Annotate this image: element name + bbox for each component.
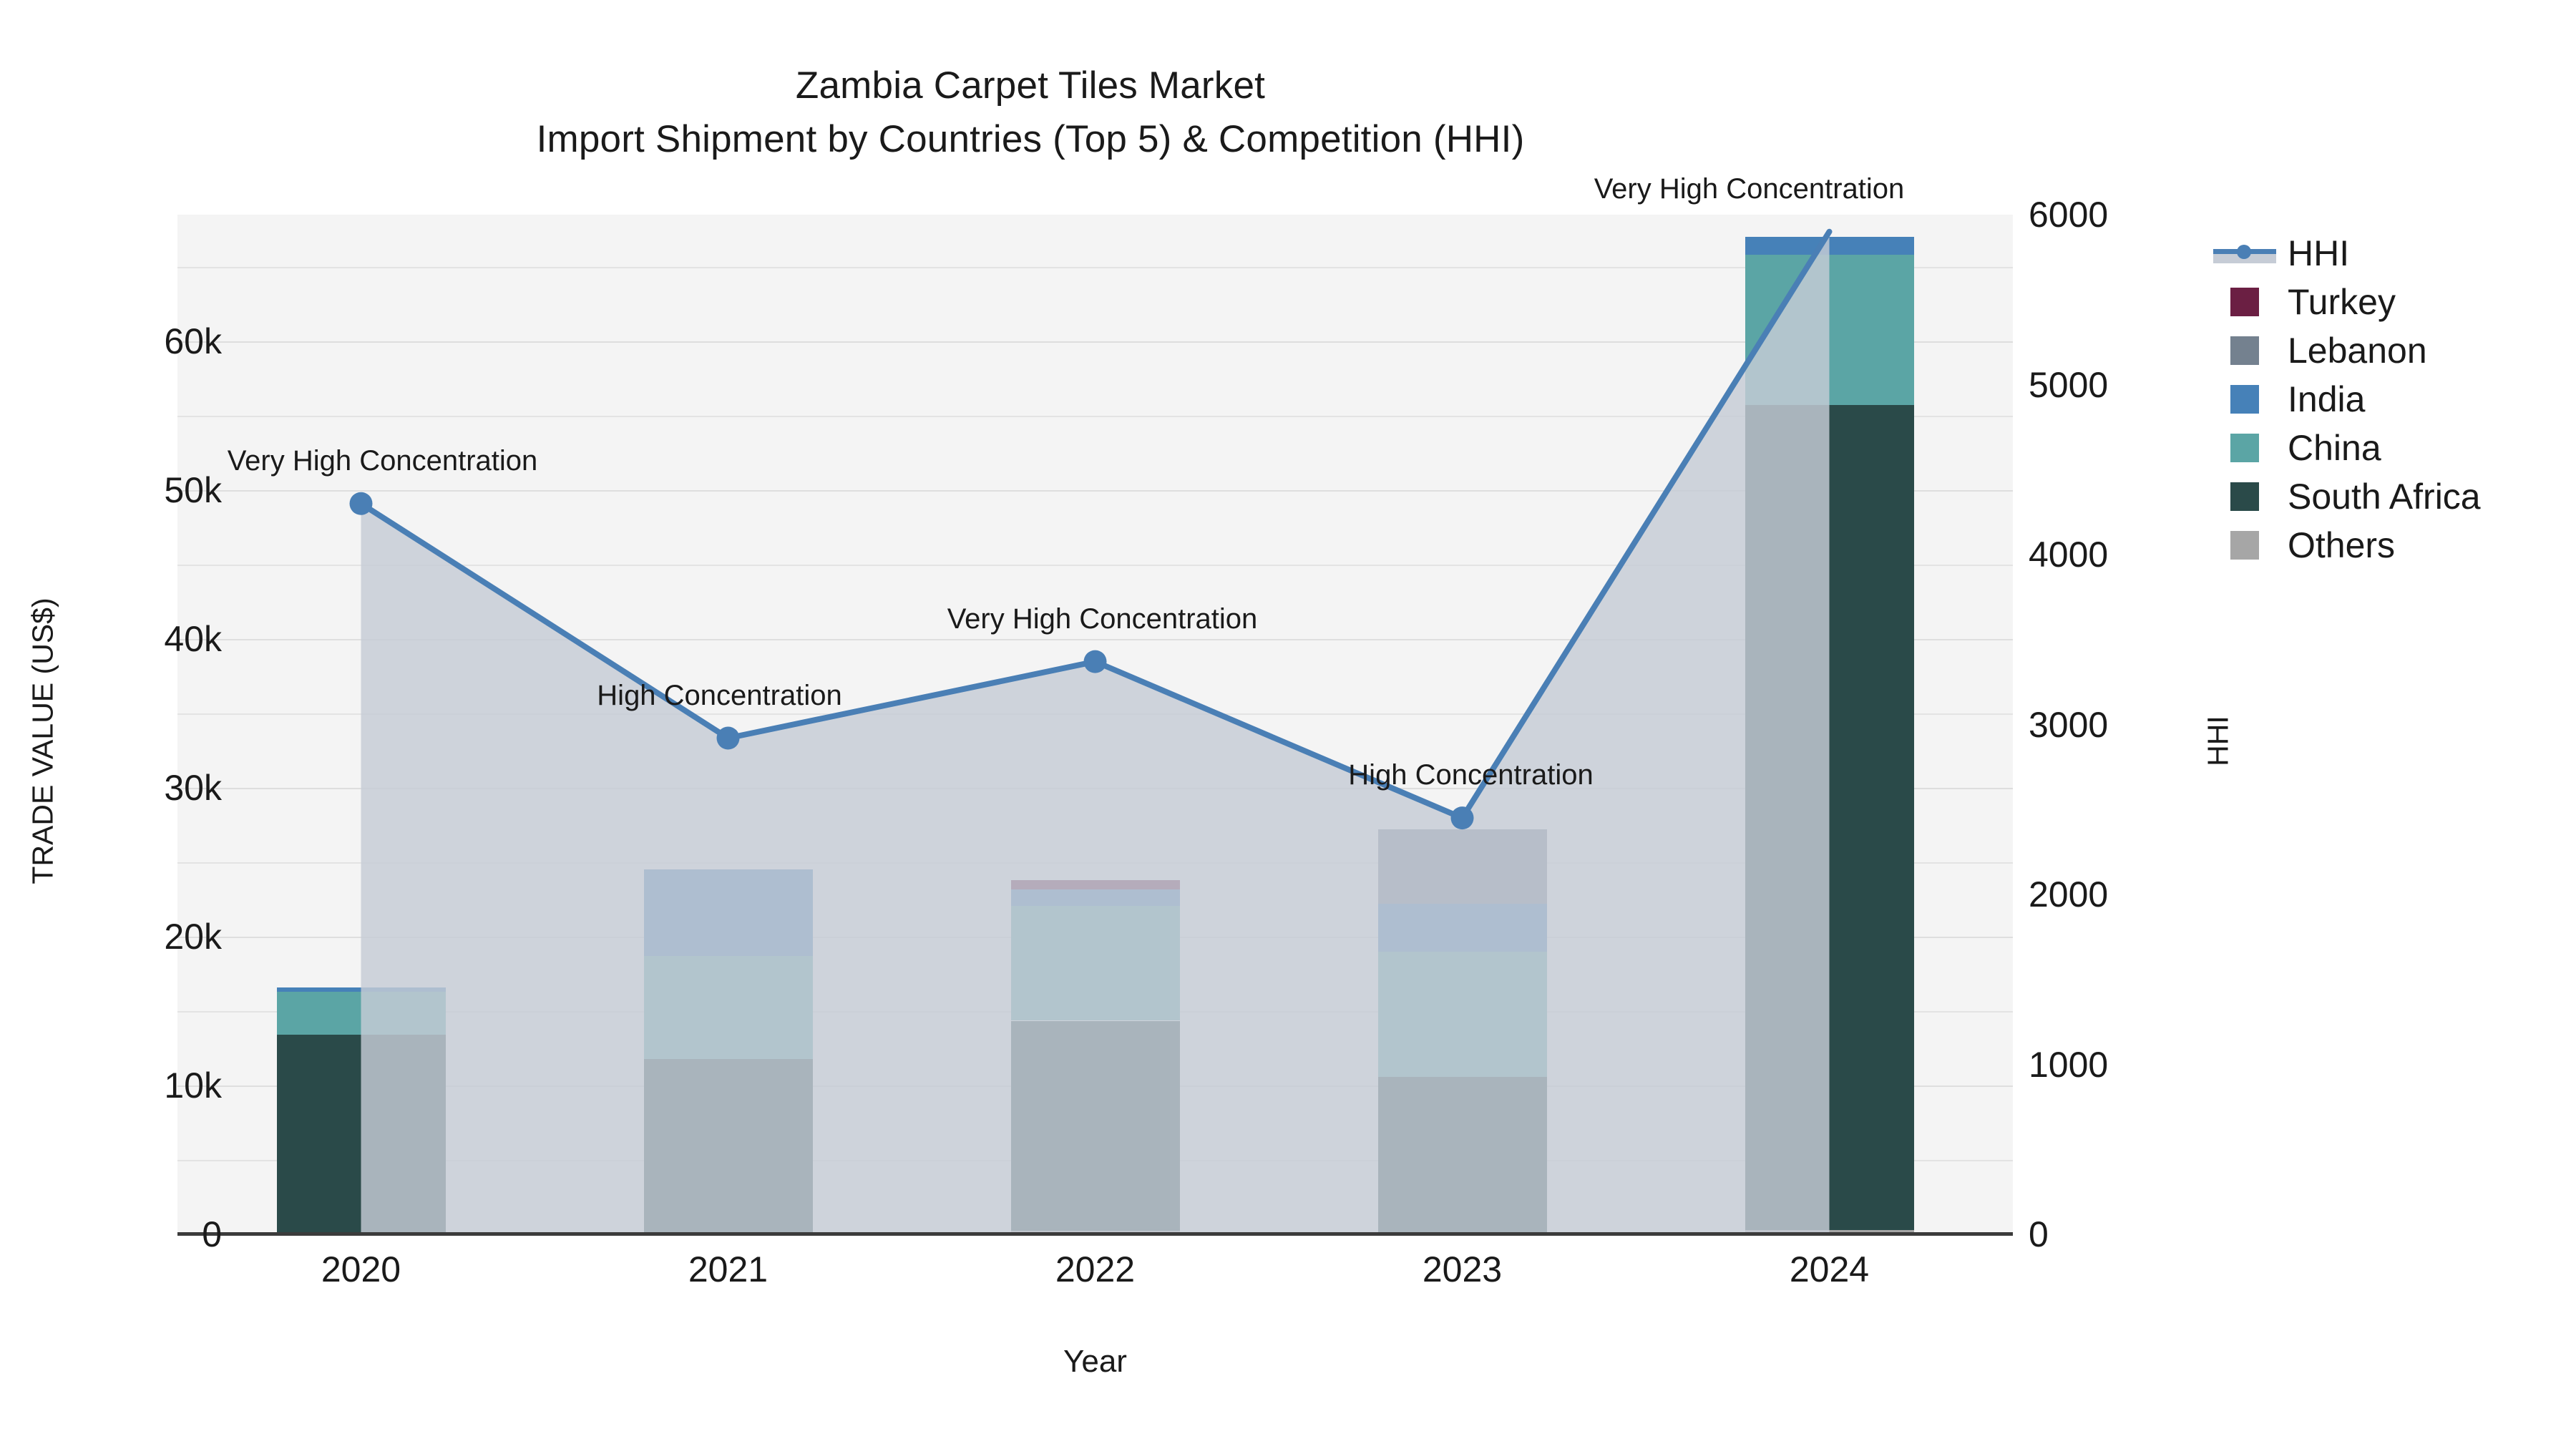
bar-segment-turkey[interactable] [1010,879,1180,890]
x-axis-tick: 2023 [1422,1249,1503,1289]
legend-item-india[interactable]: India [2207,375,2565,424]
bar-segment-china[interactable] [1377,951,1547,1077]
x-axis-tick: 2020 [321,1249,401,1289]
legend-swatch-icon [2230,434,2259,462]
y-axis-left-tick: 0 [202,1214,222,1254]
legend-item-lebanon[interactable]: Lebanon [2207,326,2565,375]
y-axis-right-tick: 6000 [2029,195,2109,235]
hhi-point-annotation: Very High Concentration [227,444,538,477]
chart-legend: HHI Turkey Lebanon India China South Africa Ot… [2207,229,2565,570]
y-axis-left-tick: 60k [164,321,222,361]
legend-swatch-icon [2230,385,2259,414]
gridline [177,713,2013,715]
bar-segment-china[interactable] [1010,906,1180,1021]
legend-swatch-icon [2230,336,2259,365]
bar-segment-lebanon[interactable] [1377,829,1547,904]
x-axis-tick: 2022 [1055,1249,1136,1289]
bar-segment-china[interactable] [643,956,813,1059]
legend-marker [2207,531,2282,560]
legend-label: Others [2288,525,2396,565]
hhi-marker[interactable] [1450,806,1474,830]
bar-segment-india[interactable] [1010,889,1180,907]
x-axis-spine [177,1232,2013,1236]
x-axis-tick: 2021 [688,1249,769,1289]
legend-item-hhi[interactable]: HHI [2207,229,2565,278]
legend-swatch-icon [2230,531,2259,560]
legend-label: Lebanon [2288,331,2427,371]
y-axis-right-tick: 5000 [2029,364,2109,405]
bar-segment-china[interactable] [1745,255,1914,406]
hhi-line [358,228,1833,821]
legend-line-dot [2237,245,2251,259]
hhi-point-annotation: Very High Concentration [947,602,1258,635]
gridline [177,489,2013,492]
chart-title-line-2: Import Shipment by Countries (Top 5) & C… [536,118,1525,161]
y-axis-left-tick: 10k [164,1065,222,1106]
gridline [177,266,2013,268]
hhi-point-annotation: High Concentration [597,679,842,711]
gridline [177,787,2013,789]
y-axis-left-tick: 50k [164,469,222,510]
bar-segment-india[interactable] [1377,904,1547,952]
hhi-point-annotation: Very High Concentration [1594,172,1905,205]
bar-segment-india[interactable] [643,869,813,956]
legend-item-china[interactable]: China [2207,424,2565,472]
legend-marker [2207,482,2282,511]
hhi-point-annotation: High Concentration [1348,759,1594,791]
hhi-marker[interactable] [349,492,373,515]
x-axis-label: Year [1063,1344,1127,1379]
bar-segment-south-africa[interactable] [643,1058,813,1234]
gridline [177,564,2013,566]
bar-segment-south-africa[interactable] [1745,405,1914,1230]
legend-item-south-africa[interactable]: South Africa [2207,472,2565,521]
gridline [177,862,2013,864]
bar-segment-south-africa[interactable] [1377,1076,1547,1234]
bar-segment-others[interactable] [1745,1229,1914,1234]
gridline [177,341,2013,343]
legend-marker [2207,239,2282,268]
legend-line-icon [2213,239,2276,268]
y-axis-right-tick: 1000 [2029,1044,2109,1085]
legend-item-turkey[interactable]: Turkey [2207,278,2565,326]
y-axis-left-tick: 40k [164,618,222,659]
y-axis-right-tick: 4000 [2029,535,2109,575]
gridline [177,638,2013,640]
y-axis-right-tick: 2000 [2029,874,2109,914]
legend-label: HHI [2288,233,2350,273]
legend-label: India [2288,379,2366,419]
chart-title-line-1: Zambia Carpet Tiles Market [795,64,1266,107]
bar-segment-south-africa[interactable] [276,1035,446,1234]
y-axis-right-tick: 3000 [2029,704,2109,745]
bar-segment-china[interactable] [276,991,446,1035]
bar-segment-india[interactable] [1745,237,1914,255]
legend-marker [2207,434,2282,462]
legend-label: Turkey [2288,282,2396,322]
legend-marker [2207,336,2282,365]
legend-marker [2207,288,2282,316]
y-axis-right-tick: 0 [2029,1214,2049,1254]
y-axis-left-tick: 30k [164,767,222,808]
gridline [177,415,2013,417]
y-axis-left-tick: 20k [164,916,222,957]
legend-label: China [2288,428,2381,468]
plot-area [177,215,2013,1234]
x-axis-tick: 2024 [1789,1249,1870,1289]
legend-swatch-icon [2230,288,2259,316]
bar-segment-south-africa[interactable] [1010,1020,1180,1231]
hhi-marker[interactable] [716,726,740,750]
bar-segment-india[interactable] [276,987,446,992]
legend-marker [2207,385,2282,414]
legend-swatch-icon [2230,482,2259,511]
legend-label: South Africa [2288,477,2481,517]
hhi-marker[interactable] [1083,650,1107,673]
legend-item-others[interactable]: Others [2207,521,2565,570]
chart-title: Zambia Carpet Tiles Market Import Shipme… [0,59,2061,167]
